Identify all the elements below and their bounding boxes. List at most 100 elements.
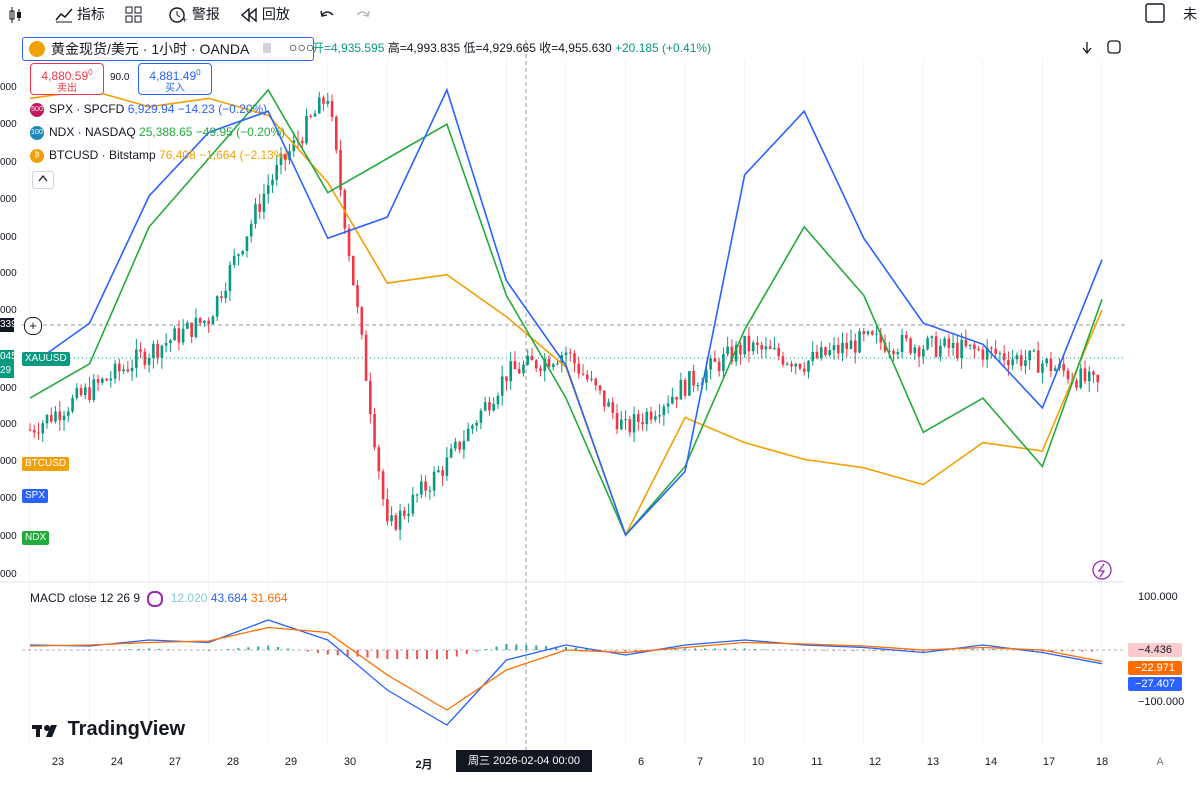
candle-body: [181, 328, 185, 343]
xauusd-series-label: XAUUSD: [22, 352, 70, 366]
chart-type-candle-icon[interactable]: [8, 4, 22, 24]
candle-body: [671, 396, 674, 404]
candle-body: [411, 494, 415, 514]
candle-body: [1053, 368, 1057, 371]
lightning-icon[interactable]: [1092, 560, 1112, 580]
legend-ndx-change: −49.95 (−0.20%): [195, 125, 286, 139]
legend-btc-name: BTCUSD · Bitstamp: [49, 148, 156, 162]
indicators-icon: [55, 8, 73, 23]
x-tick: 24: [110, 756, 124, 768]
candle-body: [92, 379, 96, 400]
replay-button[interactable]: 回放: [240, 4, 290, 24]
candle-body: [105, 378, 108, 381]
candle-body: [54, 411, 57, 422]
macd-hist-bar: [416, 650, 419, 659]
candle-body: [730, 346, 734, 362]
macd-hist-bar: [247, 647, 250, 650]
macd-hist-bar: [88, 650, 91, 651]
candle-body: [58, 411, 62, 421]
candle-body: [41, 423, 45, 434]
candle-body: [585, 374, 589, 380]
x-tick: 7: [696, 756, 704, 768]
candle-body: [1002, 353, 1006, 361]
macd-hist-bar: [237, 648, 240, 650]
candle-body: [356, 285, 359, 308]
candle-body: [1049, 358, 1053, 371]
indicators-button[interactable]: 指标: [55, 4, 105, 24]
candle-body: [892, 350, 895, 355]
candle-body: [641, 421, 644, 425]
chart-refresh-icon[interactable]: [1107, 40, 1121, 54]
alerts-label: 警报: [191, 6, 220, 22]
account-text[interactable]: 未: [1183, 6, 1197, 22]
candle-body: [922, 349, 925, 357]
legend-btcusd[interactable]: ₿ BTCUSD · Bitstamp 76,408 −1,664 (−2.13%…: [30, 147, 288, 163]
buy-button[interactable]: 4,881.490 买入: [138, 63, 212, 95]
candle-body: [1075, 380, 1078, 388]
left-edge-label: 000: [0, 419, 17, 430]
tradingview-logo[interactable]: TradingView: [32, 718, 185, 741]
candle-body: [420, 481, 423, 495]
candle-body: [654, 416, 657, 420]
chart-download-icon[interactable]: [1082, 42, 1092, 55]
macd-hist-bar: [525, 645, 528, 650]
candle-body: [66, 411, 70, 416]
macd-hist-bar: [584, 648, 587, 650]
candle-body: [862, 331, 866, 335]
candle-body: [951, 342, 955, 349]
candle-body: [764, 346, 768, 350]
candle-body: [990, 347, 993, 349]
macd-histogram: [29, 644, 1094, 659]
macd-hist-bar: [694, 648, 697, 650]
candle-body: [300, 140, 304, 144]
legend-ndx[interactable]: 100 NDX · NASDAQ 25,388.65 −49.95 (−0.20%…: [30, 124, 285, 140]
macd-settings-icon[interactable]: [147, 590, 164, 607]
redo-icon[interactable]: [354, 4, 372, 24]
candle-body: [883, 342, 887, 352]
crosshair-add-button[interactable]: +: [24, 317, 42, 335]
macd-hist-bar: [326, 650, 329, 655]
candle-body: [760, 345, 763, 350]
auto-scale-button[interactable]: A: [1156, 756, 1164, 768]
macd-hist-bar: [962, 649, 965, 650]
candle-body: [943, 338, 946, 346]
snapshot-frame-icon[interactable]: [1144, 2, 1166, 23]
candle-body: [620, 419, 623, 430]
candle-body: [1019, 355, 1023, 367]
candle-body: [866, 331, 870, 335]
candle-body: [658, 415, 661, 417]
macd-hist-bar: [753, 648, 756, 650]
undo-icon[interactable]: [318, 4, 336, 24]
macd-hist-bar: [336, 650, 339, 656]
macd-axis-top: 100.000: [1138, 591, 1178, 603]
candle-body: [836, 345, 840, 354]
candle-body: [696, 385, 700, 387]
candle-body: [211, 316, 215, 325]
macd-hist-bar: [823, 650, 826, 651]
macd-hist-bar: [872, 650, 875, 651]
layouts-grid-icon[interactable]: [125, 4, 143, 24]
macd-hist-bar: [713, 648, 716, 650]
macd-legend[interactable]: MACD close 12 26 9 12.020 43.684 31.664: [30, 590, 288, 607]
flag-icon[interactable]: [263, 43, 271, 53]
macd-hist-bar: [1051, 650, 1054, 652]
candle-body: [628, 419, 632, 433]
candle-body: [266, 185, 270, 194]
candle-body: [939, 345, 942, 357]
macd-title: MACD close 12 26 9: [30, 591, 141, 605]
macd-hist-bar: [912, 650, 915, 652]
more-icon[interactable]: ○○○: [289, 39, 315, 55]
candle-body: [1028, 350, 1031, 361]
legend-spx[interactable]: 500 SPX · SPCFD 6,929.94 −14.23 (−0.20%): [30, 101, 267, 117]
sell-button[interactable]: 4,880.590 卖出: [30, 63, 104, 95]
symbol-header[interactable]: 黄金现货/美元 · 1小时 · OANDA ○○○: [22, 37, 314, 61]
macd-hist-bar: [128, 649, 131, 650]
macd-hist-bar: [455, 650, 458, 657]
macd-hist-bar: [624, 650, 627, 652]
legend-collapse-button[interactable]: [32, 171, 54, 189]
candle-body: [513, 361, 517, 370]
alerts-button[interactable]: + 警报: [168, 4, 220, 25]
candle-body: [198, 317, 202, 323]
candle-body: [870, 331, 874, 335]
